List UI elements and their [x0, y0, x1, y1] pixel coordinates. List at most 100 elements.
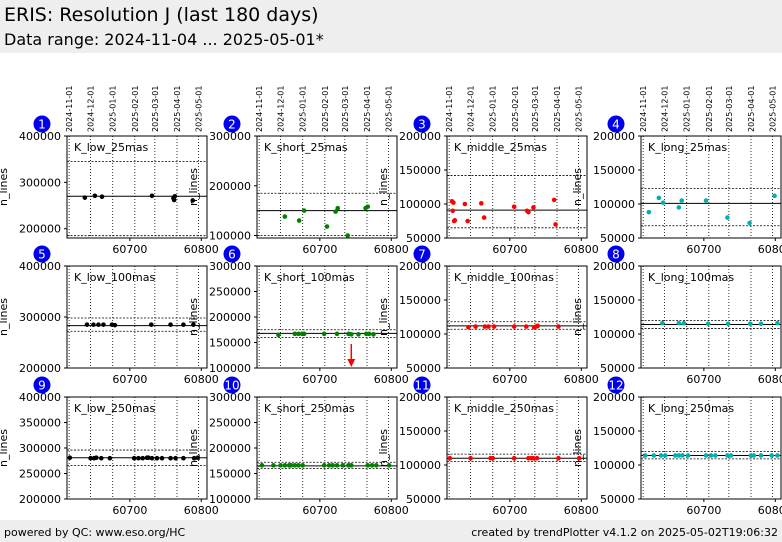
data-point-12-4: [672, 453, 678, 458]
data-point-10-0: [259, 463, 265, 468]
y-tick-label-4-2: 150000: [593, 164, 635, 177]
data-point-1-7: [190, 198, 196, 203]
date-tick-label-3-2: 2025-01-01: [489, 86, 498, 133]
footer-left: powered by QC: www.eso.org/HC: [4, 526, 186, 539]
data-point-5-7: [168, 322, 173, 327]
data-point-12-3: [662, 453, 668, 458]
x-tick-label-6-0: 60700: [302, 373, 337, 386]
data-point-4-3: [676, 205, 682, 210]
data-point-3-11: [526, 209, 531, 215]
data-point-10-8: [300, 463, 306, 468]
plot-number-9: 9: [38, 379, 46, 393]
data-point-9-5: [107, 455, 113, 461]
data-point-9-17: [191, 455, 197, 461]
data-point-11-3: [490, 455, 496, 461]
data-point-9-13: [159, 455, 165, 461]
date-tick-label-1-3: 2025-02-01: [131, 86, 140, 133]
y-tick-label-2-1: 200000: [209, 180, 251, 193]
y-tick-label-4-0: 50000: [600, 232, 635, 245]
data-point-11-1: [468, 455, 473, 461]
data-point-10-9: [321, 463, 327, 468]
y-tick-label-8-3: 200000: [593, 260, 635, 273]
plot-number-12: 12: [608, 379, 623, 393]
y-tick-label-12-3: 200000: [593, 391, 635, 404]
data-point-2-2: [301, 208, 307, 213]
data-point-4-2: [660, 200, 666, 205]
y-tick-label-9-4: 400000: [19, 391, 61, 404]
y-tick-label-7-0: 50000: [406, 362, 441, 375]
data-point-10-12: [334, 463, 340, 468]
date-tick-label-4-3: 2025-02-01: [705, 86, 714, 133]
date-tick-label-4-4: 2025-03-01: [725, 86, 734, 133]
x-tick-label-5-1: 60800: [184, 373, 219, 386]
data-point-10-7: [296, 463, 301, 468]
data-point-7-2: [482, 324, 488, 329]
plot-title-11: K_middle_250mas: [454, 402, 554, 415]
plot-number-badge-4: [607, 115, 625, 133]
y-tick-label-1-1: 300000: [19, 176, 61, 189]
page-title: ERIS: Resolution J (last 180 days): [4, 4, 319, 26]
data-point-5-1: [91, 322, 96, 327]
y-axis-label-11: n_lines: [377, 429, 390, 467]
data-point-9-12: [154, 455, 160, 461]
y-tick-label-4-1: 100000: [593, 198, 635, 211]
plot-number-11: 11: [414, 379, 429, 393]
data-point-1-2: [99, 194, 105, 200]
plot-title-12: K_long_250mas: [648, 402, 734, 415]
plot-number-6: 6: [228, 248, 236, 262]
data-point-10-5: [288, 463, 294, 468]
data-point-8-6: [758, 321, 764, 327]
date-tick-label-1-4: 2025-03-01: [151, 86, 160, 133]
data-point-10-2: [278, 463, 283, 468]
data-point-9-7: [136, 455, 141, 461]
y-axis-label-5: n_lines: [0, 298, 10, 336]
plot-number-7: 7: [418, 248, 426, 262]
plot-title-8: K_long_100mas: [648, 271, 734, 284]
data-point-3-14: [553, 222, 558, 227]
date-tick-label-3-3: 2025-02-01: [511, 86, 520, 133]
data-point-4-6: [725, 215, 730, 220]
plot-title-7: K_middle_100mas: [454, 271, 554, 284]
data-point-11-0: [447, 455, 453, 461]
data-point-9-8: [140, 455, 146, 461]
data-point-10-16: [365, 463, 371, 468]
data-point-2-0: [282, 214, 288, 219]
y-tick-label-3-3: 200000: [399, 130, 441, 143]
y-axis-label-8: n_lines: [571, 298, 584, 336]
footer-bar: [0, 520, 782, 542]
y-tick-label-9-2: 300000: [19, 442, 61, 455]
data-point-6-6: [334, 331, 340, 337]
plot-title-2: K_short_25mas: [264, 141, 348, 154]
plot-title-6: K_short_100mas: [264, 271, 355, 284]
date-tick-label-1-5: 2025-04-01: [173, 86, 182, 133]
x-tick-label-9-0: 60700: [112, 504, 147, 517]
y-tick-label-5-0: 200000: [19, 362, 61, 375]
data-point-1-1: [92, 193, 98, 199]
data-point-2-3: [324, 224, 330, 229]
x-tick-label-1-1: 60800: [184, 243, 219, 256]
data-point-7-10: [556, 324, 561, 329]
data-point-3-6: [465, 218, 471, 224]
plot-number-badge-2: [223, 115, 241, 133]
data-point-7-9: [535, 323, 541, 329]
data-point-9-1: [88, 455, 93, 461]
data-point-2-6: [345, 233, 351, 238]
footer-right: created by trendPlotter v4.1.2 on 2025-0…: [471, 526, 778, 539]
y-axis-label-2: n_lines: [187, 168, 200, 206]
data-point-3-5: [462, 201, 468, 207]
plot-number-badge-7: [413, 245, 431, 263]
date-tick-label-4-0: 2024-11-01: [639, 86, 648, 133]
data-point-3-12: [531, 205, 536, 210]
y-axis-label-10: n_lines: [187, 429, 200, 467]
y-tick-label-12-1: 100000: [593, 459, 635, 472]
data-point-3-7: [478, 201, 484, 206]
plot-number-3: 3: [418, 118, 426, 132]
data-point-10-10: [326, 463, 332, 468]
data-point-1-0: [82, 195, 88, 200]
y-tick-label-8-2: 150000: [593, 294, 635, 307]
y-tick-label-7-1: 100000: [399, 328, 441, 341]
y-tick-label-7-3: 200000: [399, 260, 441, 273]
date-tick-label-2-5: 2025-04-01: [363, 86, 372, 133]
data-point-3-2: [450, 208, 456, 214]
